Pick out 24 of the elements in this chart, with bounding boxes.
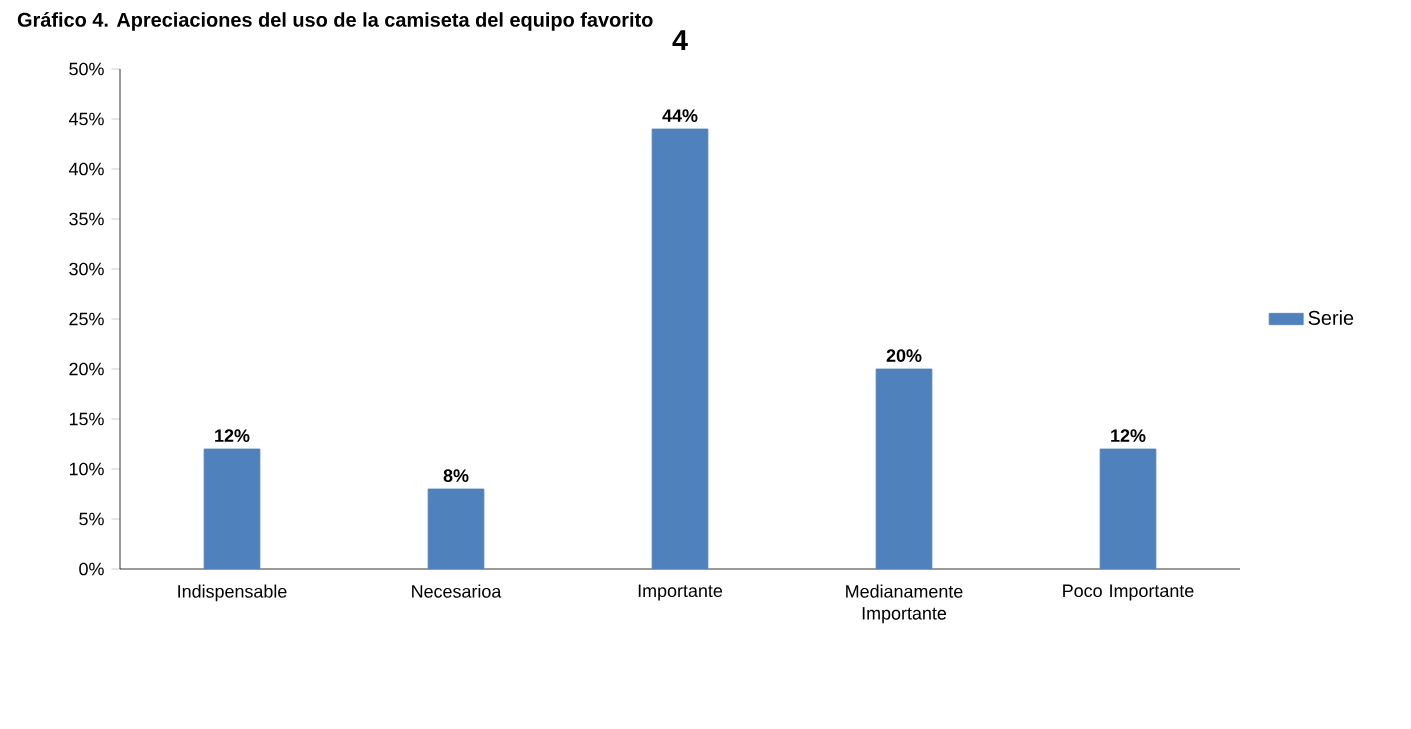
chart-subtitle: 4	[672, 30, 688, 51]
y-tick-label: 20%	[69, 362, 104, 376]
y-tick-label: 30%	[69, 262, 104, 276]
y-tick-label: 10%	[69, 462, 104, 476]
legend-label: Serie	[1308, 310, 1354, 325]
x-tick-label: Importante	[638, 584, 723, 601]
y-tick-label: 35%	[69, 212, 104, 226]
x-tick-label: Poco Importante	[1063, 584, 1194, 601]
x-tick-label: Indispensable	[178, 584, 287, 602]
y-tick-label: 50%	[69, 62, 104, 76]
data-label: 12%	[1111, 429, 1146, 442]
data-label: 12%	[215, 429, 250, 442]
y-tick-label: 15%	[69, 412, 104, 426]
data-label: 8%	[443, 469, 469, 482]
chart-title: Gráfico 4. Apreciaciones del uso de la camiseta del equipo favorito	[17, 12, 653, 31]
data-label: 44%	[662, 109, 698, 122]
y-tick-label: 40%	[68, 162, 104, 176]
x-tick-label: Medianamente Importante	[846, 584, 963, 624]
y-tick-label: 25%	[69, 312, 104, 326]
data-label: 20%	[886, 349, 922, 362]
y-tick-label: 0%	[79, 562, 104, 576]
x-tick-label: Necesarioa	[412, 584, 502, 598]
y-tick-label: 5%	[79, 512, 104, 526]
y-tick-label: 45%	[68, 112, 104, 126]
